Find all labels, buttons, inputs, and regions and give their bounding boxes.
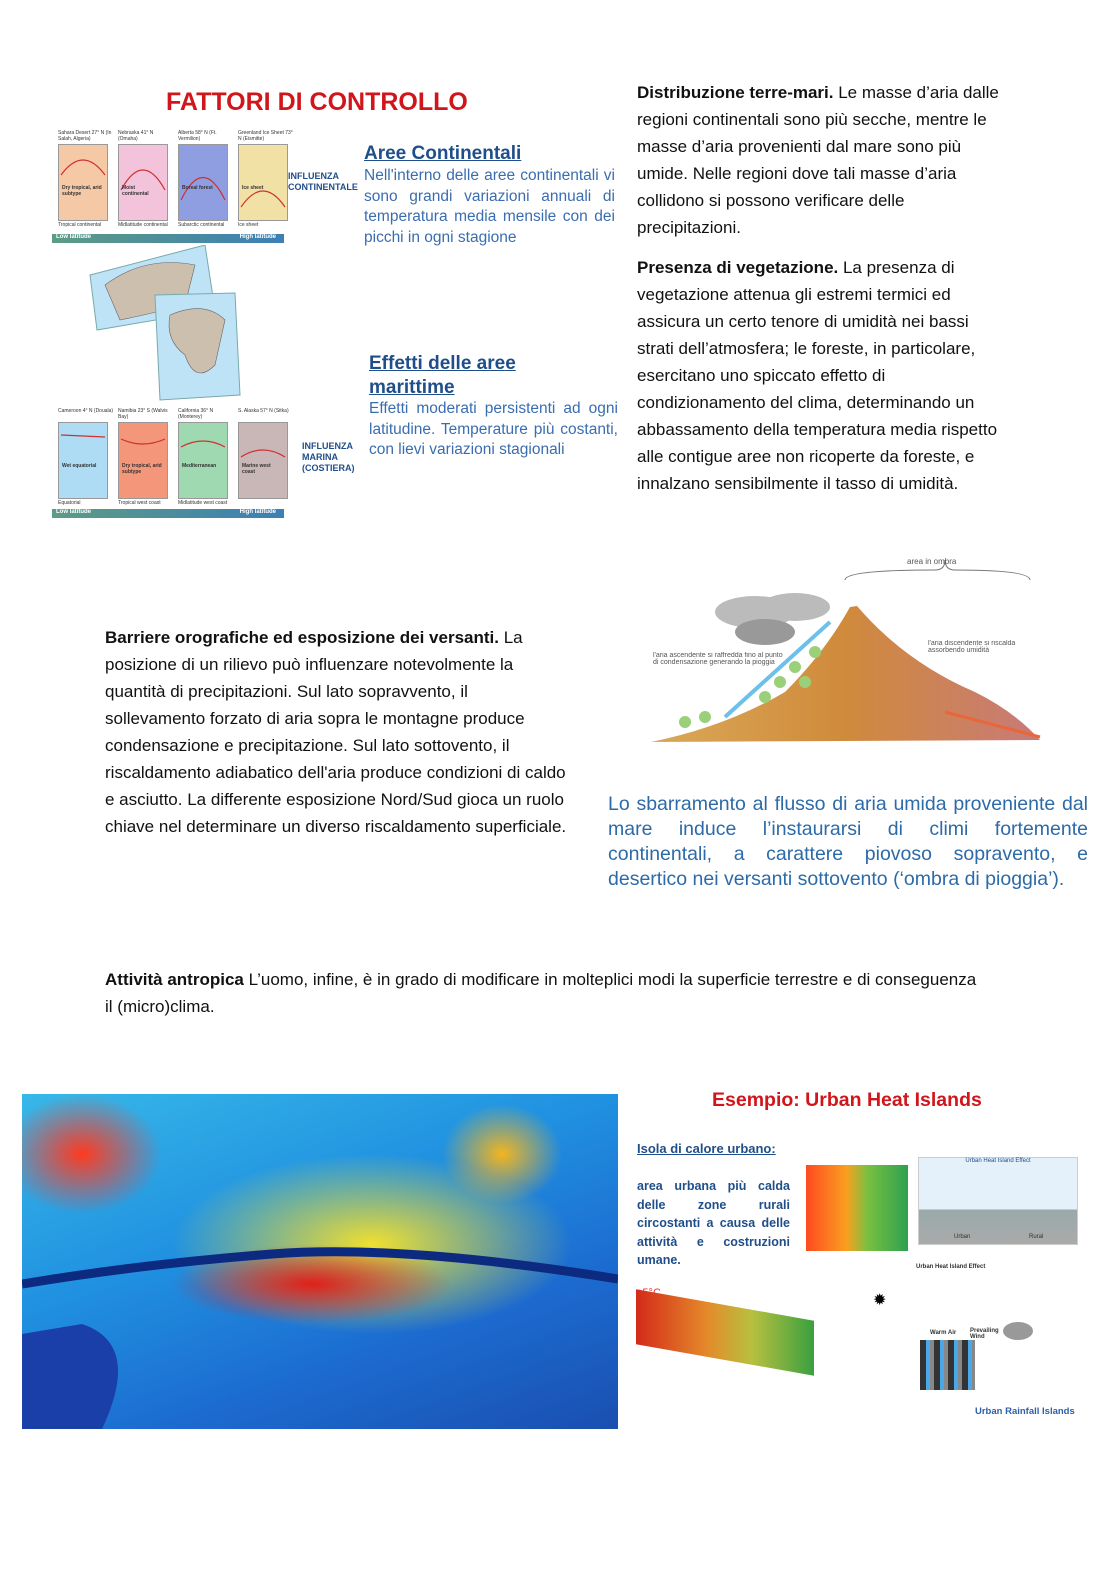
climograph-panel [238, 144, 288, 221]
station-label: Cameroon 4° N (Douala) [58, 408, 114, 414]
climate-type-label: Moist continental [122, 185, 149, 197]
urban-rural-profile [636, 1289, 814, 1376]
right-column-text: Distribuzione terre-mari. Le masse d’ari… [637, 79, 1002, 497]
climograph-panel [58, 422, 108, 499]
marine-text: Effetti moderati persistenti ad ogni lat… [369, 400, 618, 458]
lat-low: Low latitude [56, 509, 91, 515]
rural-label: Rural [1029, 1234, 1044, 1240]
uhi-effect-title-2: Urban Heat Island Effect [916, 1264, 986, 1270]
shadow-label: area in ombra [907, 557, 957, 566]
climograph-panel [118, 422, 168, 499]
climate-type-label: Ice sheet [242, 185, 264, 191]
station-label: Sahara Desert 27° N (In Salah, Algeria) [58, 130, 112, 142]
climograph-panel [238, 422, 288, 499]
rain-shadow-diagram: area in ombra l'aria ascendente si raffr… [651, 557, 1041, 742]
sun-icon: ✹ [873, 1292, 887, 1309]
text-vegetation: La presenza di vegetazione attenua gli e… [637, 258, 998, 493]
lat-low: Low latitude [56, 234, 91, 240]
station-label: Nebraska 41° N (Omaha) [118, 130, 154, 142]
ascending-arrow [723, 620, 832, 719]
heading-land-sea: Distribuzione terre-mari. [637, 83, 834, 102]
zone-label: Midlatitude continental [118, 222, 168, 228]
climate-type-label: Dry tropical, arid subtype [62, 185, 102, 197]
station-label: S. Alaska 57° N (Sitka) [238, 408, 289, 414]
world-map-figure [89, 245, 241, 401]
city-skyline [920, 1340, 975, 1390]
climate-type-label: Wet equatorial [62, 463, 97, 469]
slide-title: FATTORI DI CONTROLLO [166, 88, 468, 116]
uhi-subtitle: Isola di calore urbano: [637, 1141, 776, 1156]
trees [679, 646, 821, 728]
zone-label: Subarctic continental [178, 222, 225, 228]
climate-type-label: Dry tropical, arid subtype [122, 463, 162, 475]
latitude-bar-bottom: Low latitude High latitude [52, 509, 284, 518]
warm-air-label: Warm Air [930, 1330, 957, 1336]
paragraph-barriers: Barriere orografiche ed esposizione dei … [105, 624, 567, 840]
clouds [715, 593, 830, 645]
text-barriers: La posizione di un rilievo può influenza… [105, 628, 567, 836]
marine-influence-label: INFLUENZA MARINA (COSTIERA) [302, 441, 355, 473]
zone-label: Ice sheet [238, 222, 259, 228]
heading-anthropic: Attività antropica [105, 970, 244, 989]
climate-type-label: Marine west coast [242, 463, 271, 475]
climograph-panel [178, 144, 228, 221]
marine-heading: Effetti delle aree marittime [369, 353, 516, 398]
heading-barriers: Barriere orografiche ed esposizione dei … [105, 628, 499, 647]
zone-label: Midlatitude west coast [178, 500, 228, 506]
paragraph-vegetation: Presenza di vegetazione. La presenza di … [637, 254, 1002, 497]
zone-label: Equatorial [58, 500, 81, 506]
uhi-effect-diagram: Urban Heat Island Effect Urban Rural [918, 1157, 1078, 1245]
lat-high: High latitude [239, 234, 276, 240]
station-label: Namibia 23° S (Walvis Bay) [118, 408, 168, 420]
uhi-text: area urbana più calda delle zone rurali … [637, 1179, 790, 1267]
heading-vegetation: Presenza di vegetazione. [637, 258, 839, 277]
climate-type-label: Boreal forest [182, 185, 213, 191]
zone-label: Tropical west coast [118, 500, 161, 506]
wind-label: Prevailing Wind [970, 1328, 999, 1340]
cloud-icon [1003, 1322, 1033, 1340]
paragraph-land-sea: Distribuzione terre-mari. Le masse d’ari… [637, 79, 1002, 241]
uhi-effect-diagram-title: Urban Heat Island Effect [965, 1158, 1031, 1164]
continental-text: Nell'interno delle aree continentali vi … [364, 167, 615, 246]
climograph-panel [178, 422, 228, 499]
station-label: California 36° N (Monterey) [178, 408, 214, 420]
climograph-panel [58, 144, 108, 221]
lat-high: High latitude [239, 509, 276, 515]
text-land-sea: Le masse d’aria dalle regioni continenta… [637, 83, 999, 237]
climate-type-label: Mediterranean [182, 463, 217, 469]
uhi-title: Esempio: Urban Heat Islands [712, 1089, 982, 1111]
zone-label: Tropical continental [58, 222, 102, 228]
urban-label: Urban [954, 1234, 971, 1240]
climograph-panel [118, 144, 168, 221]
text-anthropic: L’uomo, infine, è in grado di modificare… [105, 970, 977, 1016]
continental-influence-label: INFLUENZA CONTINENTALE [288, 171, 358, 192]
continental-heading: Aree Continentali [364, 143, 522, 164]
descending-label: l'aria discendente si riscalda assorbend… [928, 640, 1016, 654]
station-label: Alberta 58° N (Ft. Vermilion) [178, 130, 217, 142]
latitude-bar-top: Low latitude High latitude [52, 234, 284, 243]
thermal-street-photo [806, 1165, 908, 1251]
ascending-label: l'aria ascendente si raffredda fino al p… [653, 652, 783, 666]
descending-arrow [944, 710, 1041, 739]
thermal-satellite-map [22, 1094, 618, 1429]
paragraph-anthropic: Attività antropica L’uomo, infine, è in … [105, 966, 985, 1020]
station-label: Greenland Ice Sheet 73° N (Eismitte) [238, 130, 293, 142]
rain-shadow-text: Lo sbarramento al flusso di aria umida p… [608, 793, 1088, 890]
rainfall-label: Urban Rainfall Islands [975, 1406, 1075, 1417]
